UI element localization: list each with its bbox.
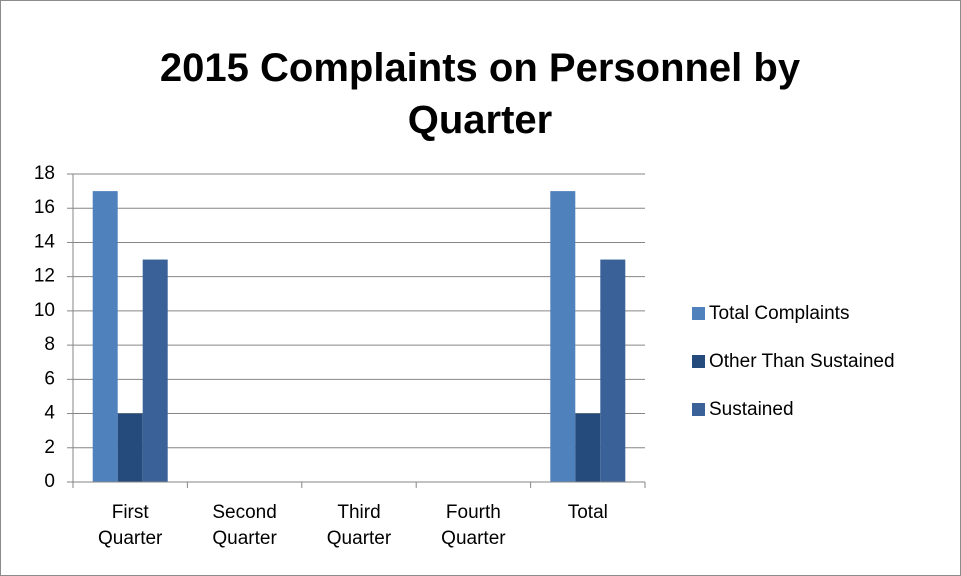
y-tick-label: 16 [34, 197, 55, 218]
bar [92, 191, 118, 482]
bar [117, 413, 143, 482]
legend-label: Other Than Sustained [709, 351, 895, 372]
y-tick-label: 12 [34, 266, 55, 287]
bar [600, 259, 626, 482]
legend-swatch [692, 307, 705, 320]
bar [142, 259, 168, 482]
bar [550, 191, 576, 482]
y-tick-label: 2 [44, 437, 55, 458]
y-tick-label: 10 [34, 300, 55, 321]
legend-swatch [692, 355, 705, 368]
y-tick-label: 8 [44, 334, 55, 355]
y-tick-label: 14 [34, 231, 56, 252]
x-tick-label: Total [567, 502, 608, 523]
legend-label: Total Complaints [709, 303, 849, 324]
x-tick-label: Second Quarter [212, 502, 277, 549]
legend-swatch [692, 403, 705, 416]
x-tick-label: First Quarter [97, 502, 163, 549]
bar [575, 413, 601, 482]
y-tick-label: 6 [44, 368, 55, 389]
y-tick-label: 18 [34, 163, 55, 184]
legend-label: Sustained [709, 399, 794, 420]
chart-title: 2015 Complaints on Personnel by Quarter [159, 46, 801, 142]
x-tick-label: Fourth Quarter [441, 502, 506, 549]
y-tick-label: 0 [44, 471, 55, 492]
y-tick-label: 4 [44, 403, 55, 424]
x-tick-label: Third Quarter [326, 502, 392, 549]
